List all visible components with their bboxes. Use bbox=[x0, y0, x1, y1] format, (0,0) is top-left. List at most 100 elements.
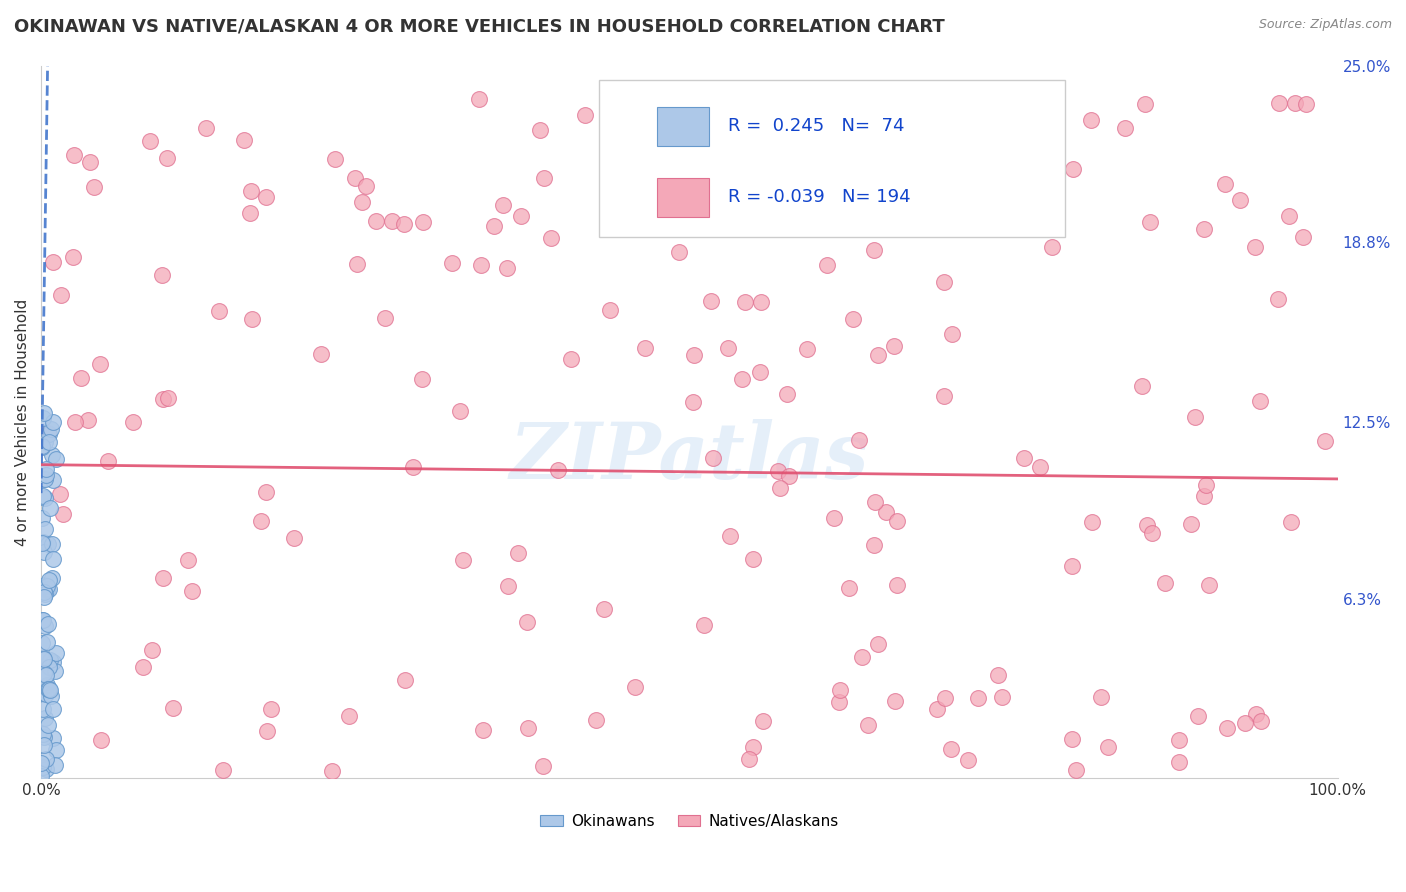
Point bbox=[1062, 161, 1084, 176]
Point bbox=[941, 327, 963, 342]
Point bbox=[585, 713, 607, 727]
Point bbox=[645, 89, 668, 103]
Point bbox=[668, 245, 690, 260]
Point bbox=[35, 687, 58, 701]
Point bbox=[866, 637, 889, 651]
Point bbox=[1133, 96, 1156, 111]
Point bbox=[352, 195, 374, 210]
Point bbox=[139, 135, 162, 149]
Point bbox=[32, 738, 55, 752]
Point bbox=[31, 441, 53, 455]
Point bbox=[953, 152, 976, 166]
Point bbox=[260, 702, 283, 716]
Point bbox=[863, 495, 886, 509]
Point bbox=[769, 481, 792, 495]
Point bbox=[394, 673, 416, 688]
Point bbox=[41, 571, 63, 585]
Point bbox=[823, 510, 845, 524]
Point bbox=[862, 538, 884, 552]
Point bbox=[65, 416, 87, 430]
Point bbox=[1244, 706, 1267, 721]
Point bbox=[749, 294, 772, 309]
Point bbox=[412, 215, 434, 229]
Point bbox=[496, 579, 519, 593]
Point bbox=[702, 450, 724, 465]
Point bbox=[35, 762, 58, 776]
Point bbox=[35, 582, 58, 597]
Point bbox=[31, 636, 53, 650]
Point bbox=[734, 295, 756, 310]
Point bbox=[31, 536, 53, 550]
Point bbox=[32, 472, 55, 486]
Point bbox=[927, 159, 949, 173]
Point bbox=[1229, 193, 1251, 207]
Point bbox=[152, 392, 174, 407]
Point bbox=[239, 206, 262, 220]
Point bbox=[1213, 177, 1236, 191]
Point bbox=[941, 741, 963, 756]
Point bbox=[63, 148, 86, 162]
Point bbox=[884, 693, 907, 707]
Point bbox=[38, 683, 60, 698]
Point bbox=[851, 649, 873, 664]
Point bbox=[682, 395, 704, 409]
Point bbox=[1028, 459, 1050, 474]
Point bbox=[141, 642, 163, 657]
Point bbox=[668, 164, 690, 178]
Point bbox=[45, 742, 67, 756]
Point bbox=[37, 682, 59, 697]
Point bbox=[990, 690, 1012, 704]
Point bbox=[31, 702, 53, 716]
Point bbox=[177, 553, 200, 567]
Point bbox=[890, 153, 912, 168]
Point bbox=[449, 404, 471, 418]
Point bbox=[32, 406, 55, 420]
Point bbox=[451, 553, 474, 567]
Point bbox=[863, 243, 886, 257]
Point bbox=[411, 372, 433, 386]
Point bbox=[1136, 517, 1159, 532]
Text: R = -0.039   N= 194: R = -0.039 N= 194 bbox=[728, 188, 911, 206]
Point bbox=[841, 311, 863, 326]
Point bbox=[45, 646, 67, 660]
Point bbox=[695, 113, 717, 128]
Point bbox=[1267, 292, 1289, 306]
Point bbox=[44, 664, 66, 678]
Point bbox=[1097, 740, 1119, 755]
Point bbox=[1167, 732, 1189, 747]
Point bbox=[574, 108, 596, 122]
Bar bbox=[657, 178, 709, 217]
Point bbox=[69, 371, 91, 385]
Point bbox=[1233, 715, 1256, 730]
Point bbox=[468, 92, 491, 106]
Point bbox=[540, 231, 562, 245]
Point bbox=[1180, 516, 1202, 531]
Point bbox=[49, 487, 72, 501]
Point bbox=[233, 133, 256, 147]
Point bbox=[121, 415, 143, 429]
Point bbox=[748, 365, 770, 379]
Point bbox=[34, 711, 56, 725]
Point bbox=[531, 758, 554, 772]
Point bbox=[972, 94, 994, 108]
Point bbox=[42, 731, 65, 746]
Text: Source: ZipAtlas.com: Source: ZipAtlas.com bbox=[1258, 18, 1392, 31]
Point bbox=[717, 341, 740, 355]
Point bbox=[34, 491, 56, 506]
Point bbox=[31, 439, 53, 453]
Point bbox=[1040, 240, 1063, 254]
Point bbox=[886, 514, 908, 528]
Point bbox=[1012, 450, 1035, 465]
Point bbox=[1130, 379, 1153, 393]
Point bbox=[987, 668, 1010, 682]
Point bbox=[35, 668, 58, 682]
Point bbox=[1284, 96, 1306, 111]
Point bbox=[1216, 722, 1239, 736]
Point bbox=[853, 119, 876, 133]
Point bbox=[132, 660, 155, 674]
Point bbox=[1313, 434, 1336, 449]
Point bbox=[38, 434, 60, 449]
Point bbox=[441, 256, 464, 270]
Point bbox=[152, 571, 174, 585]
Text: R =  0.245   N=  74: R = 0.245 N= 74 bbox=[728, 117, 905, 136]
